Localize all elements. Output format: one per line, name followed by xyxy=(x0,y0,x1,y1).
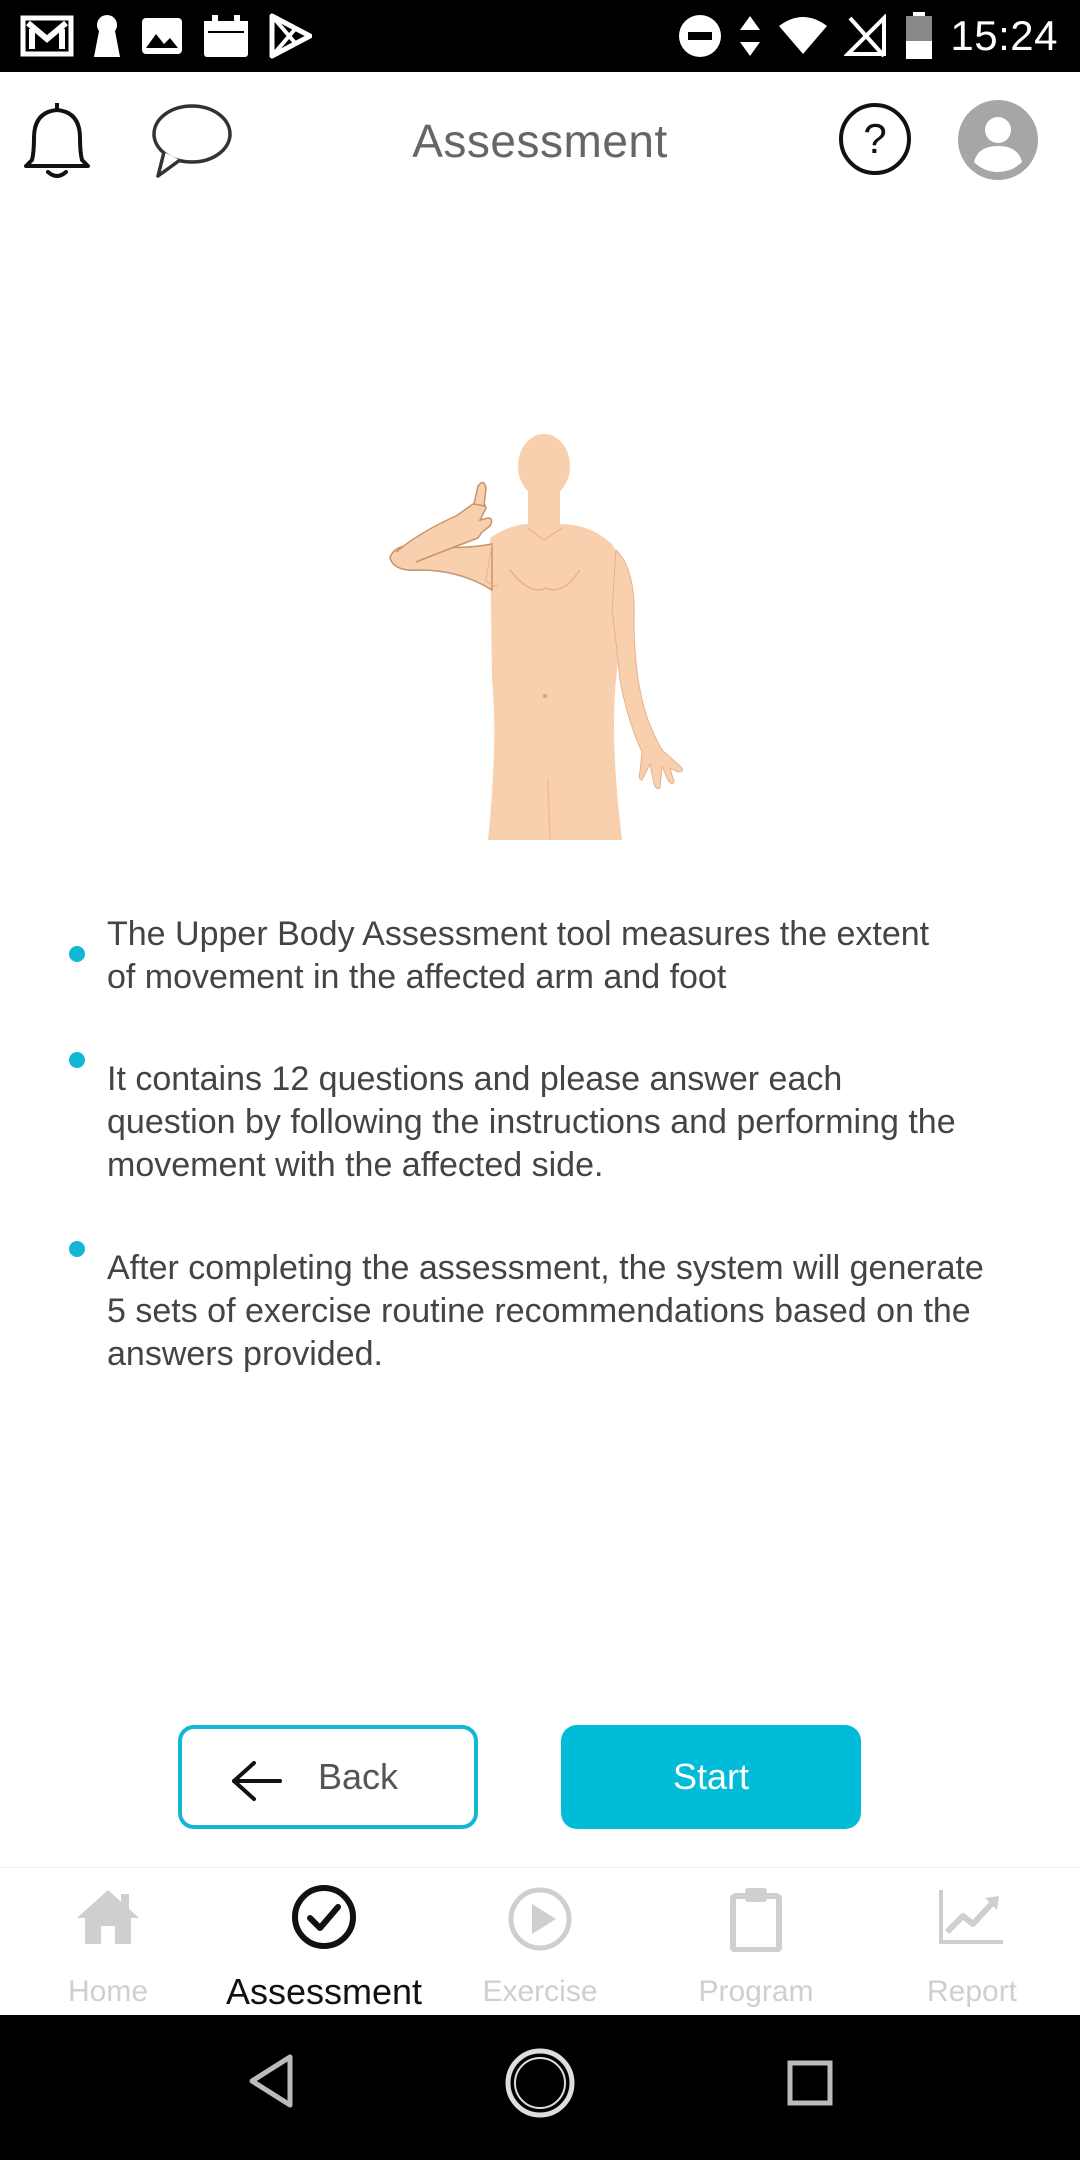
keyhole-icon xyxy=(92,13,122,59)
calendar-icon xyxy=(202,13,250,59)
check-circle-icon xyxy=(291,1884,357,1955)
status-left-icons xyxy=(20,10,312,62)
image-icon xyxy=(140,16,184,56)
nav-label: Home xyxy=(67,1975,149,2008)
back-button-label: Back xyxy=(317,1756,399,1797)
start-button[interactable]: Start xyxy=(561,1725,861,1829)
nav-item-exercise[interactable]: Exercise xyxy=(432,1868,648,2016)
start-button-label: Start xyxy=(672,1756,750,1797)
data-arrows-icon xyxy=(738,14,762,58)
bullet-dot xyxy=(69,1052,85,1068)
back-triangle-icon[interactable] xyxy=(246,2053,296,2114)
home-circle-icon[interactable] xyxy=(504,2047,576,2124)
nav-item-assessment[interactable]: Assessment xyxy=(216,1868,432,2016)
bullet-dot xyxy=(69,946,85,962)
nav-item-report[interactable]: Report xyxy=(864,1868,1080,2016)
svg-text:?: ? xyxy=(863,115,886,162)
trend-chart-icon xyxy=(937,1886,1007,1951)
dnd-icon xyxy=(678,14,722,58)
info-text: After completing the assessment, the sys… xyxy=(107,1249,984,1373)
app-header: Assessment ? xyxy=(0,72,1080,212)
back-button[interactable]: Back xyxy=(178,1725,478,1829)
no-sim-icon xyxy=(844,14,888,58)
wifi-icon xyxy=(778,16,828,56)
help-icon[interactable]: ? xyxy=(838,102,912,181)
upper-body-illustration xyxy=(380,420,700,841)
bullet-dot xyxy=(69,1241,85,1257)
status-right-icons: 15:24 xyxy=(678,10,1058,62)
profile-avatar-icon[interactable] xyxy=(958,100,1038,185)
nav-label: Exercise xyxy=(482,1975,598,2008)
battery-icon xyxy=(904,11,934,61)
arrow-left-icon xyxy=(230,1759,284,1812)
nav-item-home[interactable]: Home xyxy=(0,1868,216,2016)
status-time: 15:24 xyxy=(950,12,1058,59)
nav-label: Program xyxy=(698,1975,814,2008)
clipboard-icon xyxy=(729,1886,783,1957)
home-icon xyxy=(73,1886,143,1953)
chat-icon[interactable] xyxy=(150,102,234,185)
page-title: Assessment xyxy=(412,115,668,167)
bell-icon[interactable] xyxy=(20,100,94,187)
system-nav-bar xyxy=(0,2015,1080,2160)
info-text: The Upper Body Assessment tool measures … xyxy=(107,915,930,996)
nav-label: Assessment xyxy=(225,1971,423,2012)
gmail-icon xyxy=(20,15,74,57)
status-bar: 15:24 xyxy=(0,0,1080,72)
nav-item-program[interactable]: Program xyxy=(648,1868,864,2016)
play-store-icon xyxy=(268,13,312,59)
play-circle-icon xyxy=(507,1886,573,1957)
info-text: It contains 12 questions and please answ… xyxy=(107,1060,956,1184)
recents-square-icon[interactable] xyxy=(786,2059,834,2112)
nav-label: Report xyxy=(926,1975,1018,2008)
bottom-nav: Home Assessment Exercise Program Report xyxy=(0,1867,1080,2016)
